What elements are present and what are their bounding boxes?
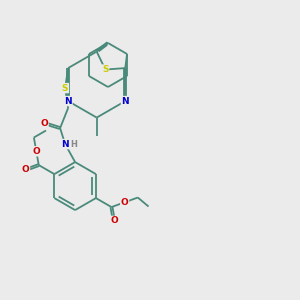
Text: O: O bbox=[32, 147, 40, 156]
Text: O: O bbox=[22, 165, 29, 174]
Text: N: N bbox=[64, 97, 72, 106]
Text: S: S bbox=[102, 65, 109, 74]
Text: N: N bbox=[61, 140, 69, 148]
Text: O: O bbox=[40, 118, 48, 127]
Text: S: S bbox=[62, 84, 68, 93]
Text: O: O bbox=[110, 216, 118, 225]
Text: O: O bbox=[121, 198, 128, 207]
Text: H: H bbox=[71, 140, 78, 148]
Text: N: N bbox=[122, 97, 129, 106]
